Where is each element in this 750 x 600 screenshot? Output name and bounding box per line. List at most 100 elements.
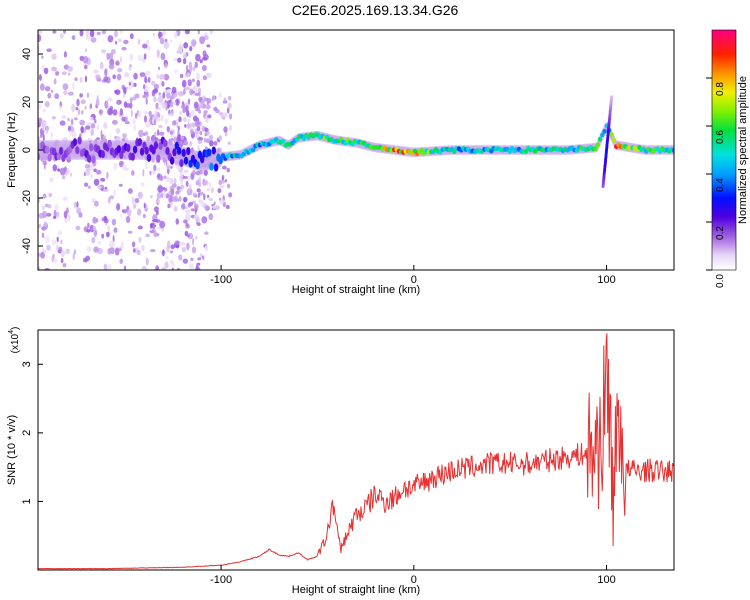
heatmap-noise-cell bbox=[219, 92, 222, 99]
heatmap-ridge-cell bbox=[213, 163, 219, 172]
heatmap-noise-cell bbox=[194, 61, 198, 69]
heatmap-noise-cell bbox=[63, 51, 67, 58]
heatmap-noise-cell bbox=[99, 217, 103, 221]
heatmap-noise-cell bbox=[123, 265, 127, 270]
heatmap-noise-cell bbox=[215, 205, 220, 211]
heatmap-noise-cell bbox=[70, 172, 72, 177]
heatmap-noise-cell bbox=[107, 35, 114, 43]
heatmap-noise-cell bbox=[114, 30, 118, 38]
heatmap-noise-cell bbox=[197, 30, 200, 35]
heatmap-noise-cell bbox=[55, 71, 59, 76]
heatmap-ridge-cell bbox=[144, 146, 149, 155]
heatmap-noise-cell bbox=[166, 126, 170, 133]
heatmap-noise-cell bbox=[42, 133, 45, 142]
heatmap-noise-cell bbox=[223, 97, 227, 102]
heatmap-noise-cell bbox=[172, 183, 177, 189]
heatmap-noise-cell bbox=[197, 139, 203, 145]
heatmap-noise-cell bbox=[115, 40, 118, 45]
heatmap-noise-cell bbox=[206, 187, 211, 192]
heatmap-noise-cell bbox=[119, 258, 123, 264]
heatmap-noise-cell bbox=[131, 196, 135, 205]
heatmap-noise-cell bbox=[196, 72, 200, 80]
heatmap-noise-cell bbox=[181, 104, 185, 109]
heatmap-noise-cell bbox=[153, 96, 157, 103]
heatmap-noise-cell bbox=[213, 106, 218, 112]
heatmap-ridge-cell bbox=[206, 148, 212, 157]
heatmap-noise-cell bbox=[103, 263, 108, 270]
heatmap-noise-cell bbox=[62, 175, 66, 180]
heatmap-noise-cell bbox=[205, 131, 210, 136]
heatmap-noise-cell bbox=[199, 36, 206, 45]
heatmap-noise-cell bbox=[157, 185, 164, 193]
heatmap-noise-cell bbox=[188, 262, 194, 270]
heatmap-noise-cell bbox=[79, 93, 83, 98]
heatmap-noise-cell bbox=[117, 100, 120, 106]
heatmap-noise-cell bbox=[191, 78, 195, 83]
heatmap-noise-cell bbox=[150, 195, 153, 199]
heatmap-noise-cell bbox=[86, 121, 92, 127]
heatmap-noise-cell bbox=[75, 225, 81, 231]
heatmap-noise-cell bbox=[192, 40, 197, 46]
heatmap-ridge-cell bbox=[116, 145, 122, 154]
heatmap-noise-cell bbox=[154, 83, 159, 90]
heatmap-noise-cell bbox=[174, 240, 181, 245]
heatmap-noise-cell bbox=[222, 165, 227, 170]
heatmap-noise-cell bbox=[53, 216, 57, 219]
heatmap-noise-cell bbox=[137, 38, 140, 45]
heatmap-noise-cell bbox=[183, 219, 188, 224]
figure-title: C2E6.2025.169.13.34.G26 bbox=[291, 2, 459, 18]
heatmap-ridge-cell bbox=[72, 138, 78, 147]
heatmap-noise-cell bbox=[206, 194, 210, 198]
heatmap-ridge-cell bbox=[209, 162, 214, 171]
heatmap-noise-cell bbox=[179, 111, 182, 115]
heatmap-noise-cell bbox=[129, 97, 133, 104]
heatmap-noise-cell bbox=[38, 30, 43, 35]
heatmap-ridge-cell bbox=[181, 148, 186, 157]
heatmap-noise-cell bbox=[159, 37, 165, 45]
heatmap-noise-cell bbox=[45, 126, 49, 135]
heatmap-noise-cell bbox=[193, 203, 199, 209]
heatmap-noise-cell bbox=[227, 102, 232, 110]
heatmap-noise-cell bbox=[80, 126, 84, 134]
heatmap-noise-cell bbox=[182, 196, 188, 203]
heatmap-ridge-cell bbox=[75, 146, 80, 155]
colorbar-tick-label: 0.4 bbox=[715, 178, 726, 192]
heatmap-noise-cell bbox=[59, 120, 66, 126]
spectrogram-y-tick-label: 0 bbox=[21, 147, 33, 153]
heatmap-noise-cell bbox=[157, 197, 161, 205]
heatmap-noise-cell bbox=[107, 248, 111, 255]
heatmap-noise-cell bbox=[44, 221, 47, 227]
heatmap-noise-cell bbox=[186, 234, 190, 238]
heatmap-noise-cell bbox=[146, 135, 151, 142]
heatmap-noise-cell bbox=[153, 164, 157, 171]
heatmap-noise-cell bbox=[51, 256, 55, 262]
heatmap-noise-cell bbox=[85, 167, 91, 176]
colorbar-tick-label: 0.2 bbox=[715, 226, 726, 240]
heatmap-noise-cell bbox=[195, 266, 201, 270]
heatmap-noise-cell bbox=[203, 137, 207, 143]
heatmap-noise-cell bbox=[60, 239, 63, 245]
heatmap-noise-cell bbox=[45, 236, 50, 244]
heatmap-noise-cell bbox=[97, 241, 101, 245]
heatmap-noise-cell bbox=[184, 140, 189, 146]
heatmap-noise-cell bbox=[113, 227, 118, 234]
spectrogram-y-tick-label: 40 bbox=[21, 48, 33, 60]
heatmap-noise-cell bbox=[116, 73, 122, 81]
heatmap-noise-cell bbox=[87, 185, 91, 189]
heatmap-noise-cell bbox=[176, 267, 181, 270]
heatmap-noise-cell bbox=[153, 206, 159, 213]
heatmap-noise-cell bbox=[42, 108, 46, 113]
heatmap-noise-cell bbox=[203, 180, 209, 186]
heatmap-ridge-cell bbox=[139, 147, 145, 156]
heatmap-noise-cell bbox=[202, 255, 205, 260]
heatmap-noise-cell bbox=[228, 192, 233, 198]
heatmap-noise-cell bbox=[61, 71, 67, 76]
heatmap-noise-cell bbox=[85, 259, 88, 263]
heatmap-noise-cell bbox=[155, 265, 160, 270]
heatmap-noise-cell bbox=[69, 130, 73, 136]
heatmap-noise-cell bbox=[204, 231, 209, 235]
heatmap-noise-cell bbox=[86, 35, 92, 41]
heatmap-noise-cell bbox=[186, 188, 191, 194]
heatmap-noise-cell bbox=[85, 125, 91, 130]
